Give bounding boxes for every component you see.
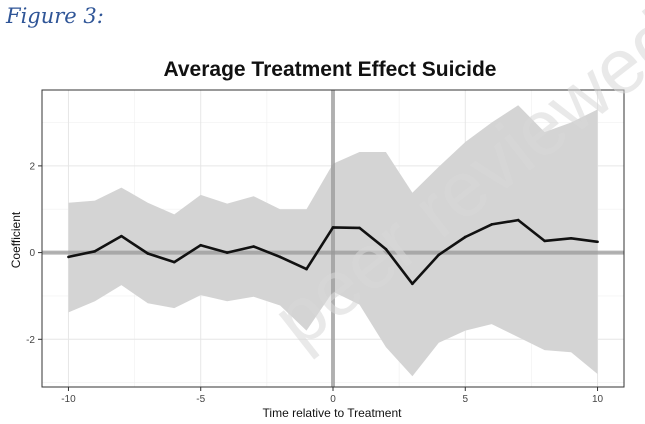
coefficient-point xyxy=(120,234,123,238)
coefficient-point xyxy=(93,249,97,253)
chart-title: Average Treatment Effect Suicide xyxy=(163,58,496,81)
coefficient-point xyxy=(543,239,546,243)
x-tick-label: 10 xyxy=(592,394,604,405)
x-tick-label: -5 xyxy=(196,394,205,405)
coefficient-point xyxy=(67,255,70,259)
x-tick-label: -10 xyxy=(61,394,76,405)
coefficient-point xyxy=(411,282,414,286)
coefficient-point xyxy=(384,247,388,251)
coefficient-point xyxy=(437,253,441,257)
coefficient-point xyxy=(358,226,361,230)
coefficient-point xyxy=(490,223,494,226)
coefficient-point xyxy=(516,218,520,222)
y-tick-label: 2 xyxy=(29,161,35,172)
x-axis-label: Time relative to Treatment xyxy=(263,406,403,420)
coefficient-point xyxy=(252,245,255,248)
coefficient-point xyxy=(305,267,308,271)
coefficient-point xyxy=(569,236,573,240)
y-axis-label: Coefficient xyxy=(9,211,23,268)
y-tick-label: -2 xyxy=(26,335,35,346)
coefficient-point xyxy=(331,226,335,229)
y-tick-label: 0 xyxy=(29,248,35,259)
coefficient-point xyxy=(463,235,467,239)
x-tick-label: 5 xyxy=(462,394,468,405)
x-tick-label: 0 xyxy=(330,394,336,405)
coefficient-point xyxy=(146,252,150,255)
figure-label: Figure 3: xyxy=(6,4,104,28)
coefficient-point xyxy=(172,260,176,264)
coefficient-point xyxy=(199,243,203,247)
coefficient-point xyxy=(596,240,599,244)
coefficient-point xyxy=(225,251,229,254)
coefficient-point xyxy=(278,255,282,259)
